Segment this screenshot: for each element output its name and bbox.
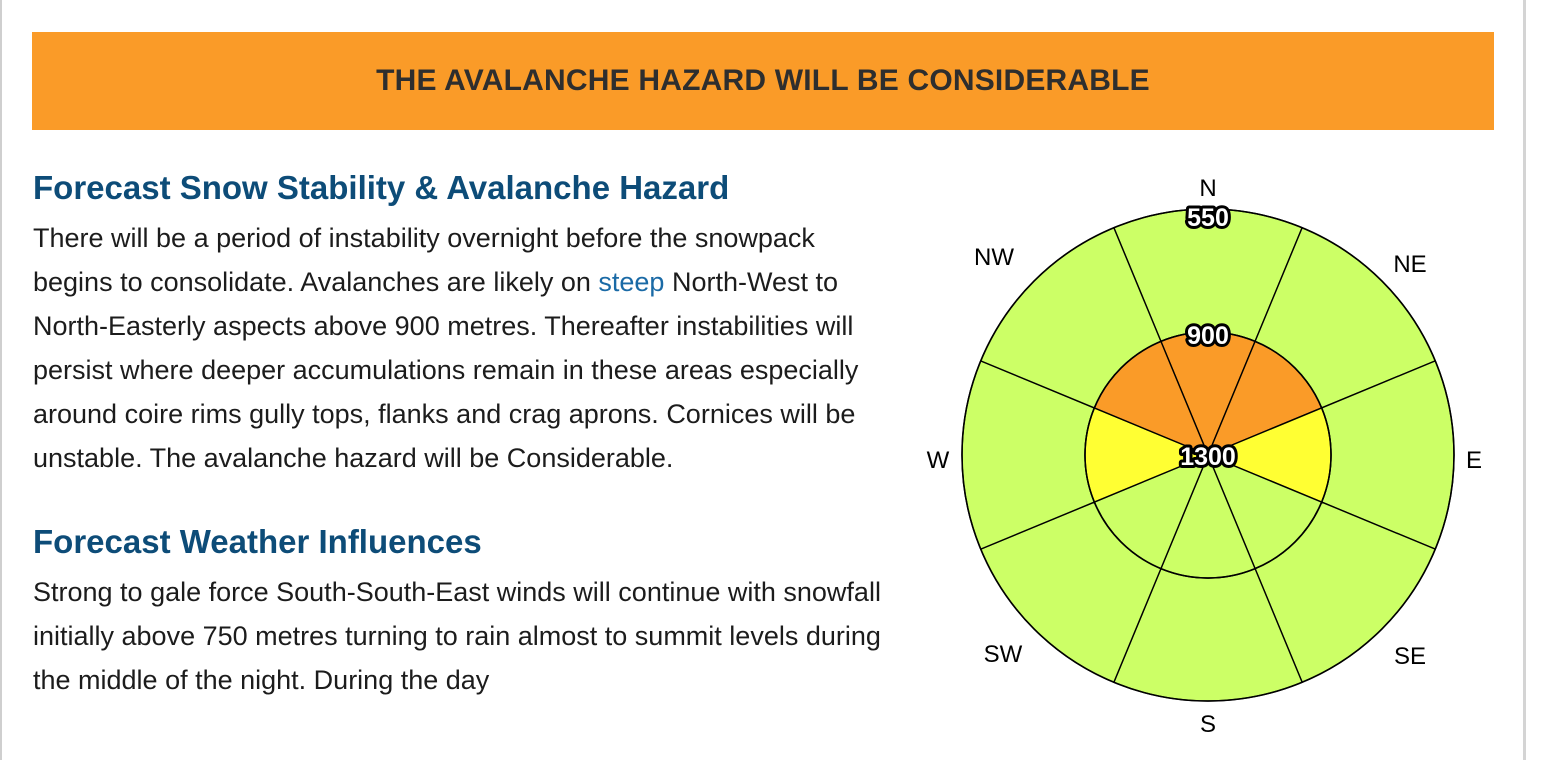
stability-text-start: There will be a period of instability ov… [33, 223, 815, 297]
left-border [0, 0, 2, 760]
hazard-banner-text: THE AVALANCHE HAZARD WILL BE CONSIDERABL… [376, 64, 1150, 97]
direction-label-s: S [1200, 711, 1216, 738]
weather-heading: Forecast Weather Influences [33, 523, 482, 560]
elevation-label-900: 900 [1187, 322, 1229, 350]
hazard-rose-graphic: N NE E SE S SW W NW 550 900 1300 [927, 175, 1482, 738]
steep-link[interactable]: steep [598, 267, 665, 297]
elevation-label-1300: 1300 [1180, 443, 1236, 471]
stability-text-end: North-West to North-Easterly aspects abo… [33, 267, 859, 473]
stability-heading: Forecast Snow Stability & Avalanche Haza… [33, 169, 730, 206]
stability-text: There will be a period of instability ov… [33, 216, 883, 480]
direction-label-nw: NW [974, 244, 1014, 271]
direction-label-n: N [1199, 175, 1216, 202]
direction-label-se: SE [1394, 643, 1426, 670]
outer-circle [961, 208, 1455, 702]
direction-label-w: W [927, 447, 950, 474]
direction-label-ne: NE [1393, 251, 1426, 278]
direction-label-sw: SW [984, 641, 1023, 668]
right-border [1523, 0, 1526, 760]
direction-label-e: E [1466, 447, 1482, 474]
weather-text: Strong to gale force South-South-East wi… [33, 577, 881, 695]
forecast-content: Forecast Snow Stability & Avalanche Haza… [33, 160, 883, 702]
avalanche-hazard-rose: N NE E SE S SW W NW 550 900 1300 [900, 150, 1520, 760]
hazard-banner: THE AVALANCHE HAZARD WILL BE CONSIDERABL… [32, 32, 1494, 130]
elevation-label-550: 550 [1187, 204, 1229, 232]
inner-circle [1084, 331, 1332, 579]
